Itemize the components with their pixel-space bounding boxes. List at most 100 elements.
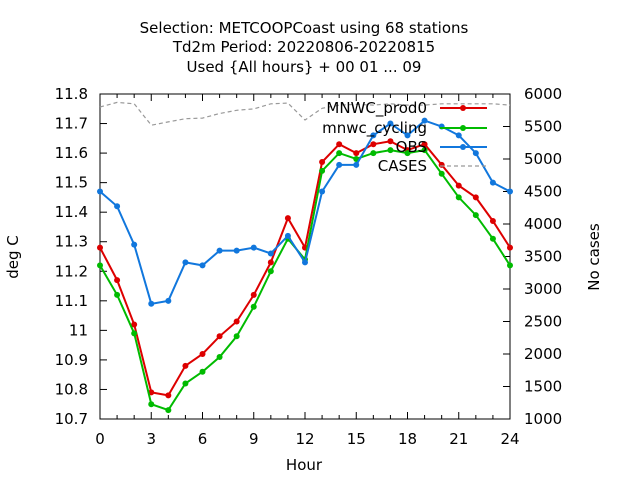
data-point-obs	[216, 247, 223, 254]
data-point-mnwc-cycling	[438, 170, 445, 177]
series-line-obs	[99, 119, 511, 305]
data-point-mnwc-cycling	[233, 333, 240, 340]
data-point-obs	[370, 132, 377, 139]
data-point-mnwc-prod0	[131, 321, 138, 328]
x-tick-label: 24	[500, 430, 519, 448]
data-point-mnwc-cycling	[182, 380, 189, 387]
y2-tick-label: 1500	[524, 378, 562, 396]
y-tick-label: 10.8	[55, 380, 88, 398]
data-point-obs	[114, 203, 121, 210]
data-point-obs	[165, 297, 172, 304]
data-point-obs	[302, 259, 308, 266]
data-point-obs	[267, 250, 274, 257]
data-point-mnwc-cycling	[148, 401, 155, 408]
data-point-mnwc-prod0	[114, 277, 121, 284]
data-point-mnwc-cycling	[370, 150, 377, 157]
data-point-obs	[421, 117, 428, 124]
data-point-obs	[131, 241, 138, 248]
legend-label-obs: OBS	[396, 138, 427, 156]
y-tick-label: 11.4	[55, 203, 88, 221]
data-point-obs	[233, 247, 240, 254]
series-line-mnwc-cycling	[99, 149, 511, 412]
data-point-obs	[489, 179, 496, 186]
data-point-mnwc-prod0	[267, 259, 274, 266]
data-point-obs	[284, 232, 291, 239]
data-point-mnwc-prod0	[165, 392, 172, 399]
data-point-mnwc-cycling	[131, 330, 138, 337]
chart-title: Selection: METCOOPCoast using 68 station…	[140, 19, 469, 76]
data-point-mnwc-prod0	[199, 351, 206, 357]
y-tick-label: 11.2	[55, 262, 88, 280]
x-tick-label: 18	[398, 430, 417, 448]
data-point-obs	[472, 150, 479, 157]
data-point-mnwc-prod0	[250, 291, 257, 298]
data-point-mnwc-prod0	[336, 141, 343, 148]
data-point-mnwc-prod0	[370, 141, 377, 148]
legend-label-mnwc-cycling: mnwc_cycling	[322, 119, 427, 138]
y-tick-label: 11	[69, 321, 88, 339]
y-tick-label: 11.3	[55, 233, 88, 251]
data-point-mnwc-cycling	[114, 291, 121, 298]
title-line-3: Used {All hours} + 00 01 ... 09	[187, 58, 422, 76]
data-point-mnwc-cycling	[267, 268, 274, 275]
data-point-mnwc-prod0	[284, 215, 291, 222]
data-point-obs	[387, 120, 394, 127]
y2-tick-label: 5500	[524, 118, 562, 136]
legend-marker-mnwc-prod0	[460, 105, 466, 111]
y2-tick-label: 4500	[524, 183, 562, 201]
data-point-mnwc-cycling	[97, 262, 103, 269]
y-tick-label: 10.9	[55, 351, 88, 369]
y2-tick-label: 4000	[524, 215, 562, 233]
data-point-mnwc-prod0	[319, 158, 326, 165]
legend-marker-obs	[460, 144, 466, 150]
series-layer	[97, 101, 513, 414]
x-tick-label: 0	[95, 430, 105, 448]
data-point-mnwc-prod0	[97, 244, 103, 251]
y2-tick-label: 6000	[524, 85, 562, 103]
y2-tick-label: 5000	[524, 150, 562, 168]
data-point-mnwc-prod0	[489, 218, 496, 225]
x-tick-label: 3	[146, 430, 156, 448]
data-point-obs	[353, 161, 360, 168]
legend-marker-mnwc-cycling	[460, 125, 466, 131]
data-point-obs	[182, 259, 189, 266]
y2-axis: 1000 1500 2000 2500 3000 3500 4000 4500 5000 5500…	[503, 85, 562, 428]
data-point-obs	[148, 300, 155, 307]
data-point-mnwc-prod0	[233, 318, 240, 325]
data-point-mnwc-cycling	[250, 303, 257, 310]
x-tick-label: 21	[449, 430, 468, 448]
x-tick-label: 9	[249, 430, 259, 448]
data-point-obs	[319, 188, 326, 195]
data-point-obs	[336, 161, 343, 168]
data-point-mnwc-prod0	[455, 182, 462, 189]
data-point-mnwc-cycling	[421, 147, 428, 154]
data-point-mnwc-cycling	[199, 368, 206, 375]
data-point-mnwc-prod0	[387, 138, 394, 145]
x-tick-label: 15	[347, 430, 366, 448]
y-tick-label: 10.7	[55, 410, 88, 428]
title-line-1: Selection: METCOOPCoast using 68 station…	[140, 19, 469, 37]
legend: MNWC_prod0 mnwc_cycling OBS CASES	[322, 99, 487, 175]
y-axis-label: deg C	[4, 235, 22, 279]
data-point-mnwc-prod0	[182, 362, 189, 369]
series-line-cases	[99, 101, 511, 126]
data-point-obs	[507, 188, 513, 195]
data-point-mnwc-cycling	[387, 147, 394, 154]
data-point-mnwc-cycling	[165, 407, 172, 414]
legend-label-mnwc-prod0: MNWC_prod0	[326, 99, 427, 118]
data-point-mnwc-cycling	[216, 353, 223, 360]
y-tick-label: 11.6	[55, 144, 88, 162]
y2-tick-label: 3500	[524, 248, 562, 266]
data-point-mnwc-cycling	[455, 194, 462, 201]
y-tick-label: 11.1	[55, 292, 88, 310]
y2-tick-label: 1000	[524, 410, 562, 428]
data-point-obs	[404, 132, 411, 139]
data-point-mnwc-cycling	[404, 150, 411, 157]
series-line-mnwc-prod0	[99, 140, 511, 397]
x-axis-label: Hour	[286, 456, 323, 474]
title-line-2: Td2m Period: 20220806-20220815	[172, 38, 435, 56]
data-point-mnwc-prod0	[507, 244, 513, 251]
data-point-mnwc-prod0	[472, 194, 479, 201]
y2-axis-label: No cases	[585, 223, 603, 291]
